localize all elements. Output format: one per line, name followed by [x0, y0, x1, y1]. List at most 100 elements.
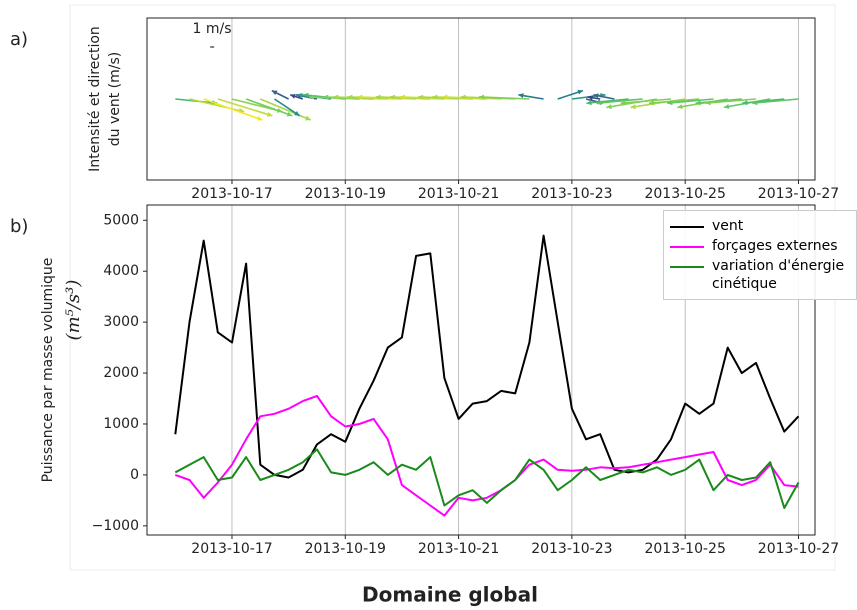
- arrow-shaft: [217, 98, 273, 117]
- arrow-head: [587, 95, 593, 101]
- wind-arrow: [596, 98, 643, 106]
- legend: vent forçages externes variation d'énergie…: [663, 210, 857, 300]
- series-line: [174, 448, 800, 509]
- y-tick-label: 5000: [103, 212, 139, 228]
- wind-arrow: [752, 98, 799, 106]
- y-axis-label: Puissance par masse volumique: [40, 258, 56, 483]
- arrow-head: [290, 94, 296, 99]
- y-tick-label: 1000: [103, 416, 139, 432]
- y-axis-units: (m⁵/s³): [63, 280, 84, 341]
- arrow-head: [577, 89, 583, 95]
- arrow-head: [695, 100, 701, 106]
- arrow-head: [333, 94, 339, 100]
- legend-entry: variation d'énergie cinétique: [670, 257, 850, 293]
- y-tick-label: 0: [130, 467, 139, 483]
- arrow-shaft: [245, 98, 293, 117]
- legend-entry: forçages externes: [670, 237, 850, 255]
- arrow-head: [297, 92, 303, 98]
- wind-arrow: [742, 98, 785, 106]
- arrow-shaft: [274, 98, 301, 117]
- wind-arrow: [217, 98, 273, 117]
- arrow-head: [323, 94, 329, 100]
- arrow-head: [305, 115, 311, 121]
- arrow-head: [518, 93, 524, 99]
- arrow-head: [630, 104, 636, 110]
- panel-label: a): [10, 29, 28, 50]
- wind-arrow: [593, 93, 615, 100]
- arrow-head: [432, 94, 438, 100]
- arrow-head: [667, 100, 673, 106]
- legend-swatch: [670, 246, 704, 248]
- y-axis-label: du vent (m/s): [107, 52, 123, 147]
- arrow-head: [389, 94, 395, 100]
- x-tick-label: 2013-10-23: [531, 541, 612, 557]
- wind-arrow: [271, 89, 289, 100]
- series-line: [174, 234, 800, 479]
- x-tick-label: 2013-10-21: [418, 186, 499, 202]
- arrow-head: [596, 100, 602, 106]
- y-tick-label: −1000: [92, 518, 139, 534]
- wind-arrow: [557, 89, 584, 100]
- x-tick-label: 2013-10-17: [191, 541, 272, 557]
- arrow-head: [418, 94, 424, 100]
- arrow-shaft: [705, 98, 757, 104]
- arrow-shaft: [667, 98, 714, 104]
- x-tick-label: 2013-10-17: [191, 186, 272, 202]
- arrow-shaft: [752, 98, 799, 104]
- arrow-head: [286, 111, 293, 117]
- wind-arrow: [518, 93, 544, 100]
- series-line: [174, 395, 799, 517]
- legend-label: variation d'énergie cinétique: [712, 258, 845, 292]
- arrow-shaft: [259, 98, 312, 121]
- arrow-head: [303, 92, 309, 98]
- arrow-head: [705, 100, 711, 106]
- wind-arrow: [259, 98, 312, 121]
- wind-arrow: [245, 98, 293, 117]
- arrow-head: [442, 94, 448, 100]
- arrow-head: [460, 94, 466, 100]
- arrow-shaft: [742, 98, 785, 104]
- arrow-shaft: [695, 98, 742, 104]
- arrow-shaft: [478, 96, 530, 100]
- arrow-head: [586, 100, 592, 106]
- x-tick-label: 2013-10-27: [758, 541, 839, 557]
- y-axis-label: Intensité et direction: [87, 26, 103, 172]
- arrow-head: [648, 100, 655, 106]
- arrow-head: [294, 110, 300, 116]
- legend-entry: vent: [670, 217, 850, 235]
- x-tick-label: 2013-10-19: [305, 541, 386, 557]
- wind-arrow: [705, 98, 757, 106]
- wind-arrow: [587, 95, 601, 101]
- arrow-shaft: [203, 98, 263, 121]
- wind-arrow: [274, 98, 301, 117]
- arrow-shaft: [648, 98, 700, 104]
- plot-frame: [146, 17, 816, 181]
- arrow-head: [271, 90, 278, 96]
- quiver-key-label: 1 m/s: [192, 21, 231, 37]
- wind-arrow: [648, 98, 700, 106]
- arrow-head: [347, 94, 353, 100]
- legend-label: forçages externes: [712, 238, 838, 254]
- x-tick-label: 2013-10-23: [531, 186, 612, 202]
- plot-frame: [146, 204, 816, 536]
- arrow-shaft: [620, 98, 672, 104]
- panel-label: b): [10, 216, 28, 237]
- legend-swatch: [670, 226, 704, 228]
- x-tick-label: 2013-10-25: [644, 186, 725, 202]
- arrow-head: [212, 46, 215, 48]
- arrow-head: [256, 115, 263, 121]
- wind-arrow: [478, 94, 530, 100]
- wind-arrow: [586, 98, 629, 106]
- wind-arrow: [667, 98, 714, 106]
- arrow-head: [742, 100, 748, 106]
- y-tick-label: 3000: [103, 314, 139, 330]
- wind-arrow: [695, 98, 742, 106]
- x-tick-label: 2013-10-27: [758, 186, 839, 202]
- y-tick-label: 4000: [103, 263, 139, 279]
- y-tick-label: 2000: [103, 365, 139, 381]
- x-tick-label: 2013-10-25: [644, 541, 725, 557]
- arrow-head: [677, 104, 683, 110]
- arrow-head: [620, 100, 626, 106]
